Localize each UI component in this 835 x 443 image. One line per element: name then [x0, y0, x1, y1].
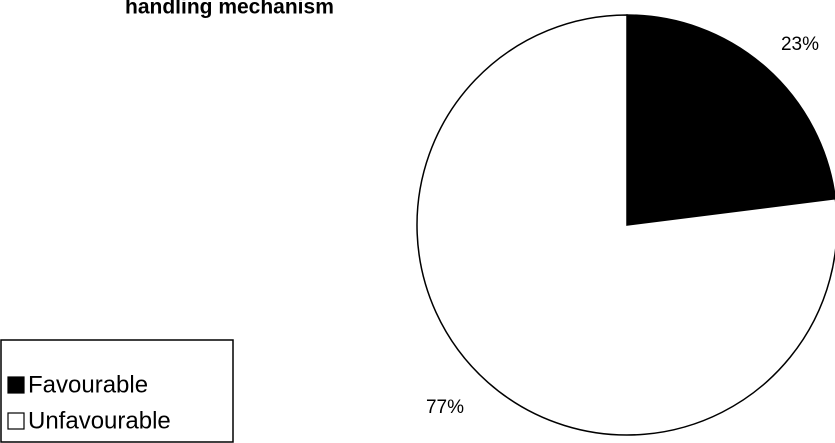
legend-swatch: [7, 376, 25, 394]
chart-title: handling mechanism: [125, 0, 334, 19]
legend-label: Favourable: [28, 371, 148, 398]
pie-slice: [626, 14, 835, 226]
legend: [0, 339, 234, 443]
pie-slice: [416, 14, 835, 436]
legend-swatch: [7, 412, 25, 430]
data-label: 23%: [781, 34, 819, 55]
data-label: 77%: [426, 397, 464, 418]
legend-label: Unfavourable: [28, 407, 171, 434]
